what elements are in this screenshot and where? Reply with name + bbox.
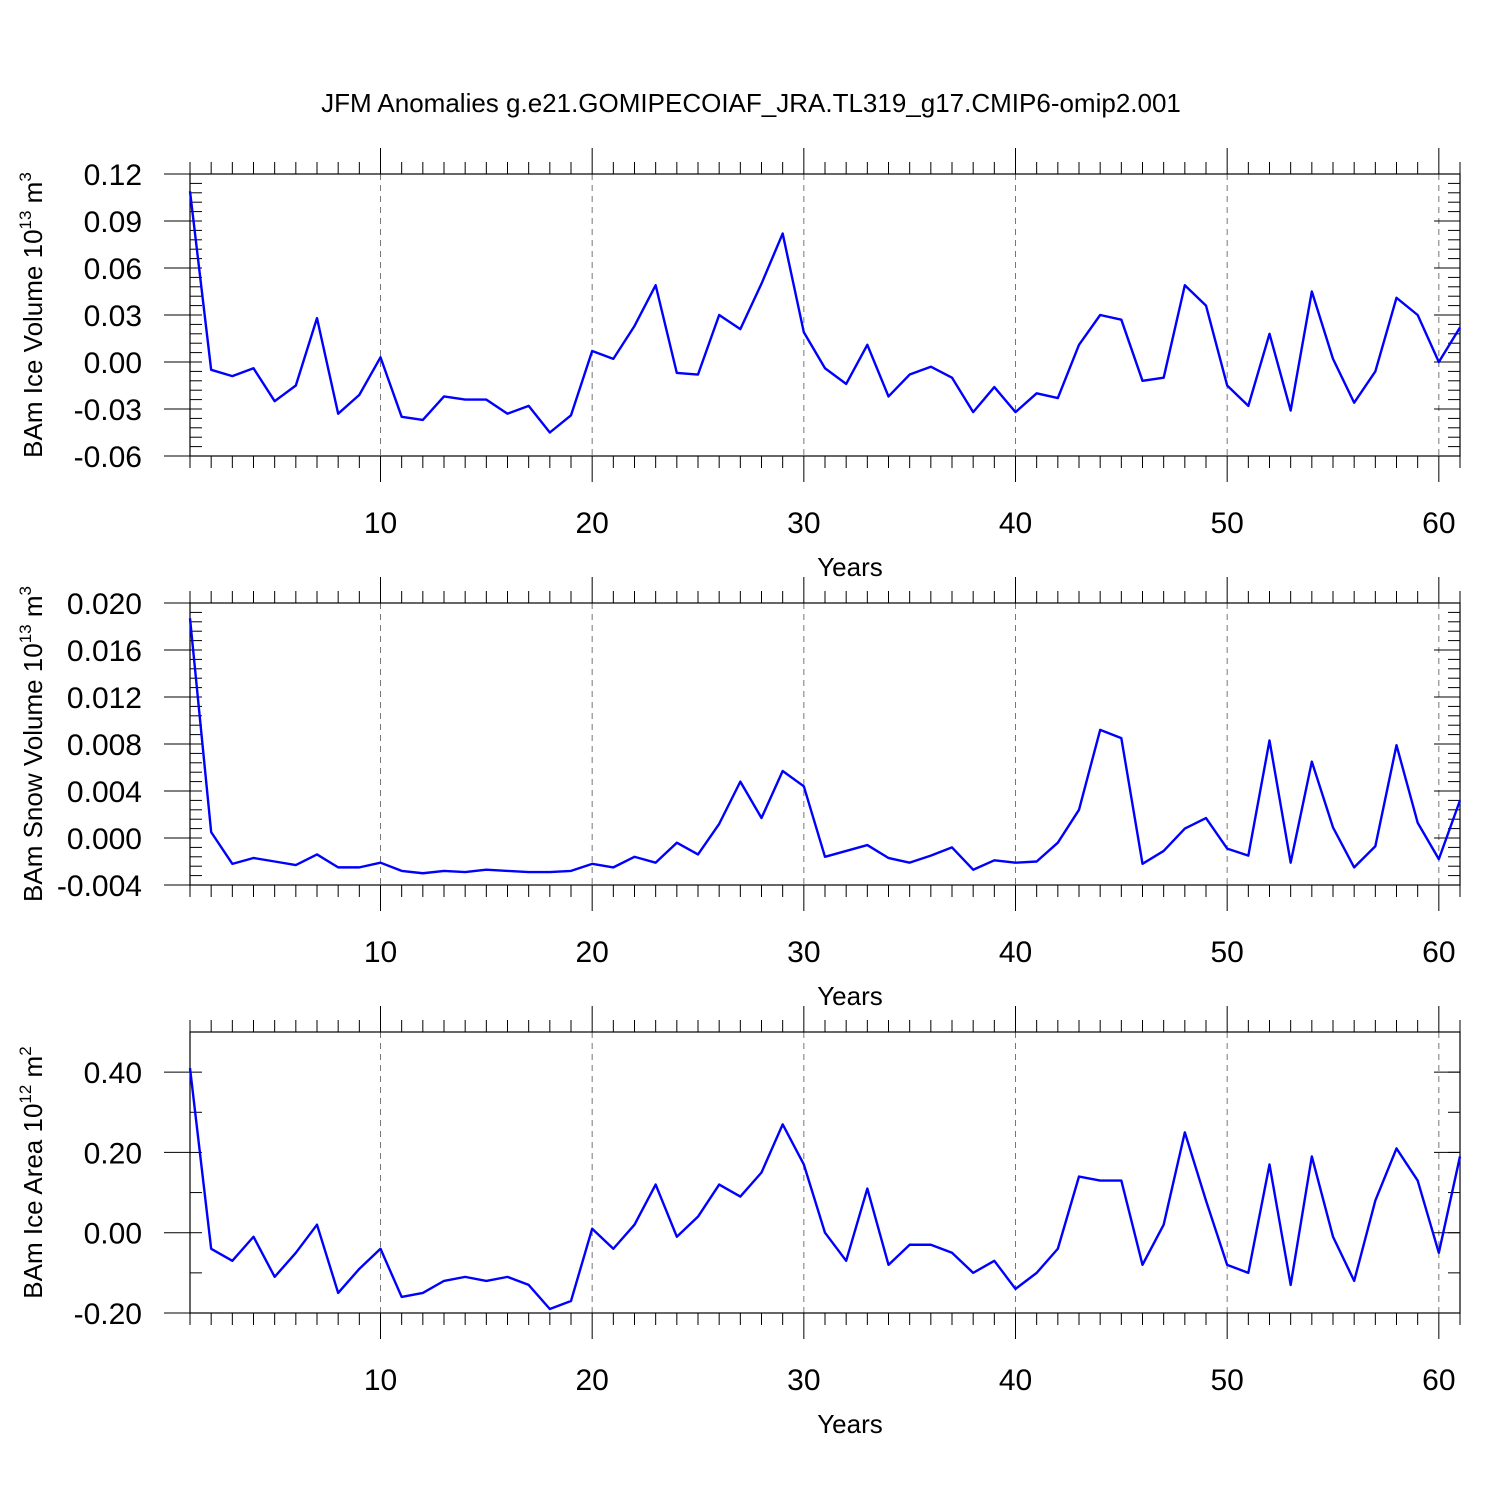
x-tick-label: 20 bbox=[575, 936, 608, 969]
y-axis-title-unit-exponent: 2 bbox=[16, 1046, 35, 1055]
y-tick-label: 0.03 bbox=[84, 300, 142, 333]
x-tick-label: 20 bbox=[575, 507, 608, 540]
y-tick-label: 0.000 bbox=[67, 823, 142, 856]
y-tick-label: 0.020 bbox=[67, 588, 142, 621]
y-tick-label: 0.008 bbox=[67, 729, 142, 762]
panel-3: 10 20 30 40 50 60 Years -0.20 0.00 0.20 0.40 BAm Ic… bbox=[16, 1006, 1462, 1439]
plot-frame bbox=[189, 173, 1461, 457]
series-line bbox=[188, 191, 1462, 434]
x-tick-label: 10 bbox=[364, 1364, 397, 1397]
x-tick-label: 60 bbox=[1422, 507, 1455, 540]
y-tick-label: -0.004 bbox=[57, 870, 142, 903]
y-tick-label: -0.03 bbox=[74, 394, 142, 427]
x-tick-label: 30 bbox=[787, 507, 820, 540]
y-axis-title-text: BAm Ice Volume 10 bbox=[18, 229, 48, 457]
y-axis-title-unit: m bbox=[18, 182, 48, 211]
y-axis-title-unit: m bbox=[18, 595, 48, 624]
y-axis-title: BAm Ice Volume 1013 m3 bbox=[16, 172, 48, 458]
panel-2: 10 20 30 40 50 60 Years -0.004 0.000 0.004 0.008 0.… bbox=[16, 577, 1462, 1011]
panel-1: 10 20 30 40 50 60 Years -0.06 -0.03 0.00 0.03 0.06 0… bbox=[16, 148, 1462, 582]
y-tick-label: 0.20 bbox=[84, 1137, 142, 1170]
x-axis-title: Years bbox=[817, 981, 883, 1011]
y-axis-title-unit-exponent: 3 bbox=[16, 586, 35, 595]
y-tick-label: 0.06 bbox=[84, 253, 142, 286]
x-axis-title: Years bbox=[817, 552, 883, 582]
y-axis-title: BAm Ice Area 1012 m2 bbox=[16, 1046, 48, 1298]
y-axis-title-exponent: 12 bbox=[16, 1085, 35, 1104]
x-tick-label: 10 bbox=[364, 507, 397, 540]
panels: 10 20 30 40 50 60 Years -0.06 -0.03 0.00 0.03 0.06 0… bbox=[16, 148, 1462, 1439]
y-tick-label: 0.012 bbox=[67, 682, 142, 715]
x-tick-label: 50 bbox=[1210, 936, 1243, 969]
x-tick-label: 10 bbox=[364, 936, 397, 969]
y-tick-label: 0.016 bbox=[67, 635, 142, 668]
x-tick-label: 60 bbox=[1422, 1364, 1455, 1397]
x-tick-label: 40 bbox=[999, 936, 1032, 969]
y-axis-title-text: BAm Snow Volume 10 bbox=[18, 643, 48, 902]
y-axis-title-exponent: 13 bbox=[16, 624, 35, 643]
x-tick-label: 20 bbox=[575, 1364, 608, 1397]
chart-title: JFM Anomalies g.e21.GOMIPECOIAF_JRA.TL31… bbox=[321, 88, 1181, 118]
y-tick-label: 0.004 bbox=[67, 776, 142, 809]
x-tick-label: 60 bbox=[1422, 936, 1455, 969]
plot-frame bbox=[189, 1031, 1461, 1314]
x-tick-label: 40 bbox=[999, 507, 1032, 540]
x-tick-label: 50 bbox=[1210, 507, 1243, 540]
y-axis-title-text: BAm Ice Area 10 bbox=[18, 1104, 48, 1299]
y-tick-label: 0.09 bbox=[84, 206, 142, 239]
y-tick-label: -0.20 bbox=[74, 1298, 142, 1331]
y-axis-title: BAm Snow Volume 1013 m3 bbox=[16, 586, 48, 902]
y-axis-title-unit: m bbox=[18, 1056, 48, 1085]
y-tick-label: 0.40 bbox=[84, 1057, 142, 1090]
x-tick-label: 50 bbox=[1210, 1364, 1243, 1397]
y-tick-label: 0.12 bbox=[84, 159, 142, 192]
series-line bbox=[188, 618, 1462, 875]
x-axis-title: Years bbox=[817, 1409, 883, 1439]
x-tick-label: 30 bbox=[787, 1364, 820, 1397]
series-line bbox=[188, 1067, 1462, 1311]
y-tick-label: 0.00 bbox=[84, 1218, 142, 1251]
y-axis-title-unit-exponent: 3 bbox=[16, 172, 35, 181]
y-tick-label: 0.00 bbox=[84, 347, 142, 380]
y-axis-title-exponent: 13 bbox=[16, 211, 35, 230]
y-tick-label: -0.06 bbox=[74, 441, 142, 474]
x-tick-label: 40 bbox=[999, 1364, 1032, 1397]
x-tick-label: 30 bbox=[787, 936, 820, 969]
